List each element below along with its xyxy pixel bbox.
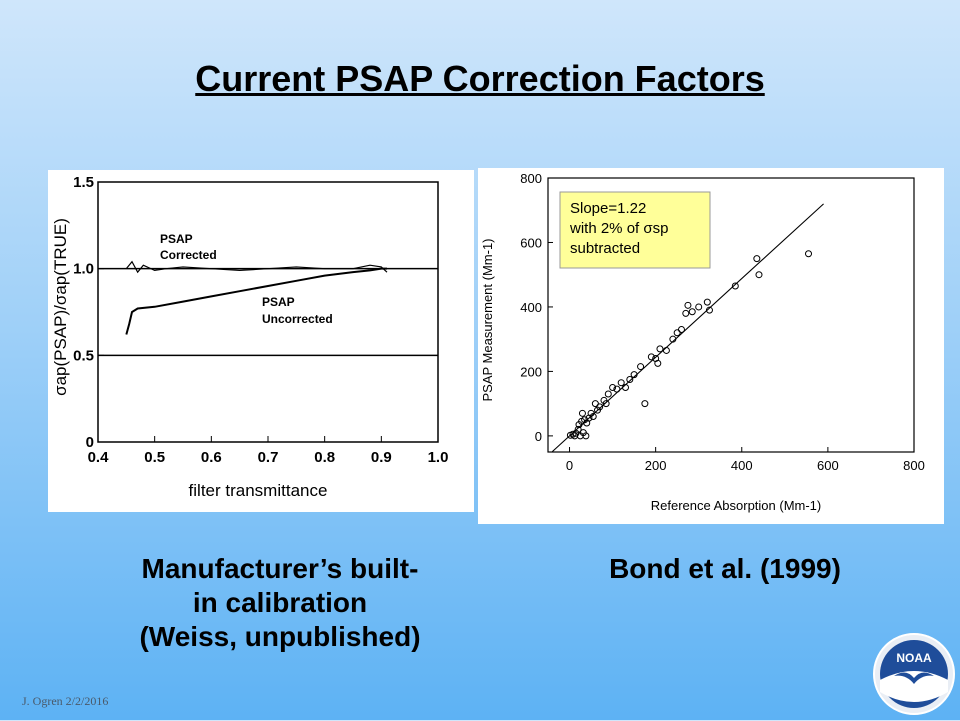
annotation-uncorrected-2: Uncorrected: [262, 312, 333, 326]
scatter-point: [731, 282, 739, 290]
y-tick-label: 0: [86, 434, 94, 451]
scatter-point: [688, 308, 696, 316]
left-caption-line-3: (Weiss, unpublished): [139, 621, 421, 652]
scatter-point: [613, 385, 621, 393]
scatter-point: [582, 432, 590, 440]
plot-frame: [547, 177, 915, 453]
scatter-point: [596, 403, 604, 411]
scatter-point: [641, 400, 649, 408]
scatter-point: [669, 335, 677, 343]
scatter-point: [755, 271, 763, 279]
scatter-point: [662, 346, 670, 354]
left-chart-panel: 0.4 0.5 0.6 0.7 0.8 0.9 1.0 0 0.5 1.0 1.5 PSAP Corre…: [48, 170, 474, 512]
x-tick-label: 0.9: [371, 449, 392, 466]
slope-annotation-line: Slope=1.22: [570, 200, 646, 217]
scatter-point: [574, 425, 582, 433]
scatter-point: [656, 345, 664, 353]
scatter-point: [695, 303, 703, 311]
x-axis-label: filter transmittance: [189, 481, 328, 500]
annotation-uncorrected-1: PSAP: [262, 295, 295, 309]
scatter-point: [602, 400, 610, 408]
x-tick-label: 800: [903, 458, 925, 473]
y-tick-label: 600: [520, 235, 542, 250]
y-tick-label: 0.5: [73, 347, 94, 364]
scatter-point: [630, 371, 638, 379]
right-caption: Bond et al. (1999): [609, 553, 841, 584]
noaa-logo: NOAA: [872, 632, 956, 721]
scatter-point: [647, 353, 655, 361]
y-tick-label: 400: [520, 300, 542, 315]
logo-text: NOAA: [896, 651, 932, 665]
x-tick-label: 0.7: [258, 449, 279, 466]
footer-text: J. Ogren 2/2/2016: [22, 694, 109, 708]
scatter-point: [617, 379, 625, 387]
scatter-point: [654, 359, 662, 367]
x-tick-label: 0.5: [144, 449, 165, 466]
left-caption: Manufacturer’s built- in calibration (We…: [70, 552, 490, 654]
slope-annotation-line: with 2% of σsp: [569, 220, 668, 237]
scatter-point: [682, 309, 690, 317]
scatter-point: [622, 384, 630, 392]
scatter-point: [753, 255, 761, 263]
right-chart-panel: 0 200 400 600 800 0 200 400 600 800 Slope=1.22 with…: [478, 168, 944, 524]
scatter-point: [604, 390, 612, 398]
scatter-point: [677, 326, 685, 334]
x-tick-label: 0.4: [88, 449, 110, 466]
slide-title: Current PSAP Correction Factors: [195, 58, 765, 99]
x-tick-label: 0: [566, 458, 573, 473]
x-tick-label: 200: [645, 458, 667, 473]
y-tick-label: 1.5: [73, 174, 94, 191]
series-uncorrected-line: [125, 267, 387, 335]
x-tick-label: 400: [731, 458, 753, 473]
scatter-point: [609, 384, 617, 392]
scatter-point: [703, 298, 711, 306]
slope-annotation-box: [559, 191, 711, 269]
scatter-point: [591, 400, 599, 408]
x-axis-label: Reference Absorption (Mm-1): [651, 498, 822, 513]
y-axis-label: σap(PSAP)/σap(TRUE): [51, 218, 70, 396]
scatter-point: [569, 430, 577, 438]
left-caption-line-2: in calibration: [192, 587, 368, 618]
y-tick-label: 1.0: [73, 261, 94, 278]
scatter-point: [589, 413, 597, 421]
slope-annotation-line: subtracted: [570, 240, 640, 257]
left-caption-line-1: Manufacturer’s built-: [141, 553, 419, 584]
scatter-point: [673, 329, 681, 337]
scatter-point: [805, 250, 813, 258]
scatter-point: [578, 409, 586, 417]
y-tick-label: 0: [535, 429, 542, 444]
annotation-corrected-1: PSAP: [160, 232, 193, 246]
scatter-point: [705, 306, 713, 314]
x-tick-label: 600: [817, 458, 839, 473]
scatter-point: [626, 375, 634, 383]
left-chart: 0.4 0.5 0.6 0.7 0.8 0.9 1.0 0 0.5 1.0 1.5 PSAP Corre…: [51, 174, 449, 500]
scatter-point: [684, 301, 692, 309]
y-tick-label: 200: [520, 364, 542, 379]
annotation-corrected-2: Corrected: [160, 248, 217, 262]
y-tick-label: 800: [520, 171, 542, 186]
x-tick-label: 0.6: [201, 449, 222, 466]
series-corrected-line: [125, 260, 388, 274]
x-tick-label: 0.8: [314, 449, 335, 466]
fit-line: [551, 203, 824, 453]
x-tick-label: 1.0: [428, 449, 449, 466]
right-chart: 0 200 400 600 800 0 200 400 600 800 Slope=1.22 with…: [480, 171, 925, 513]
y-axis-label: PSAP Measurement (Mm-1): [480, 238, 495, 401]
scatter-point: [637, 363, 645, 371]
